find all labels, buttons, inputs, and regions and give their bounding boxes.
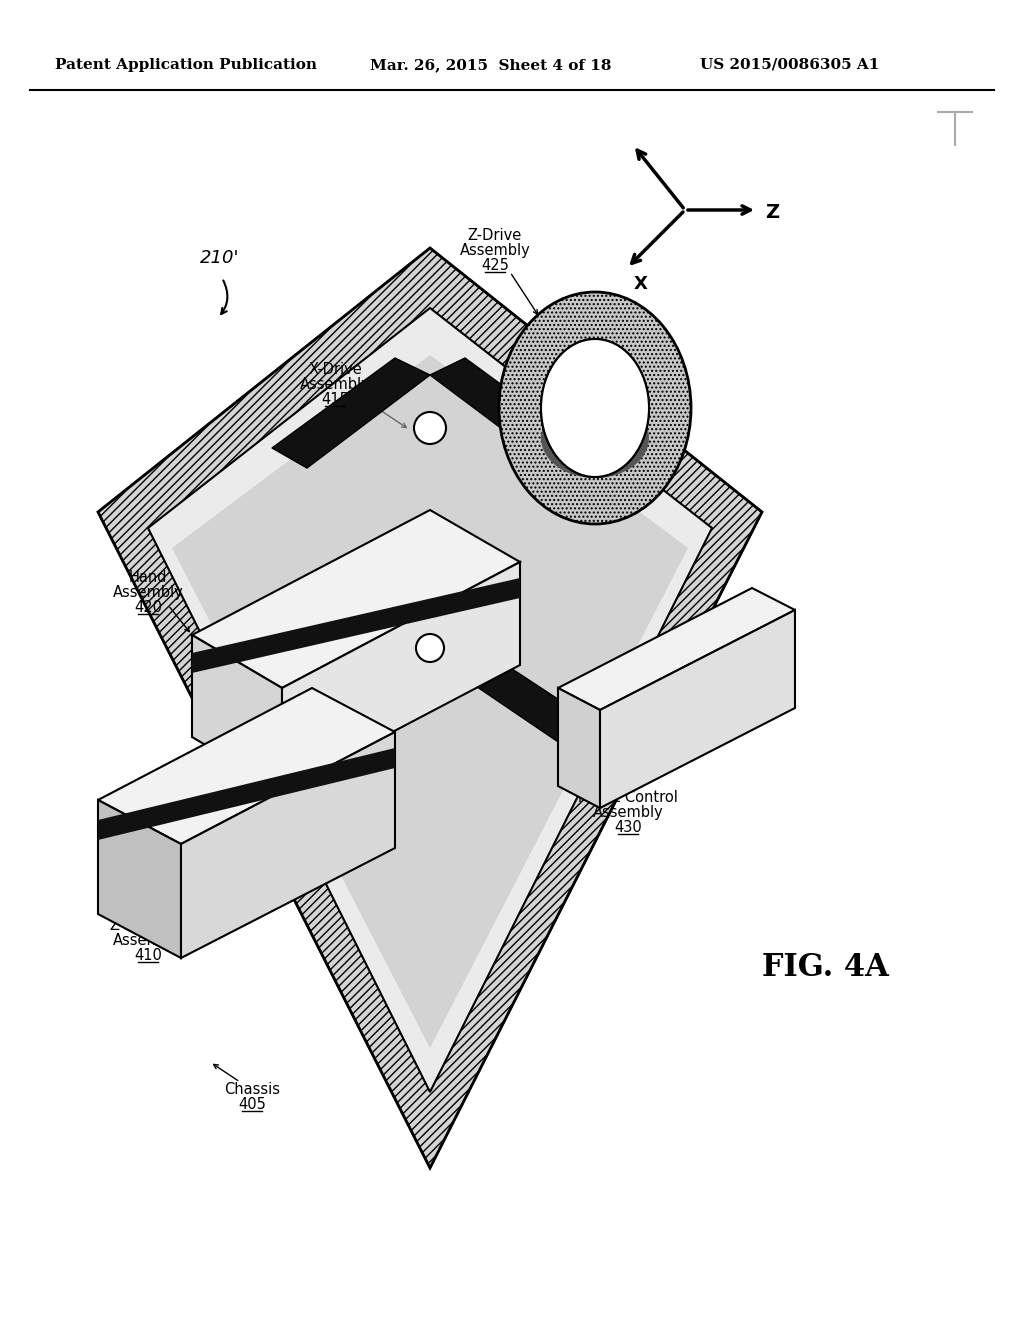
Ellipse shape <box>541 399 649 478</box>
Polygon shape <box>193 578 520 673</box>
Text: X-Drive: X-Drive <box>308 362 361 378</box>
Ellipse shape <box>416 634 444 663</box>
Text: Z-Drive: Z-Drive <box>468 228 522 243</box>
Text: Chassis: Chassis <box>224 1082 280 1097</box>
Text: Robot Control: Robot Control <box>579 789 678 805</box>
Text: Assembly: Assembly <box>113 585 183 601</box>
Ellipse shape <box>499 292 691 524</box>
Ellipse shape <box>414 412 446 444</box>
Polygon shape <box>272 358 430 469</box>
Polygon shape <box>98 748 395 840</box>
Polygon shape <box>558 688 600 808</box>
Text: Hand: Hand <box>129 570 167 585</box>
Text: 410: 410 <box>134 948 162 964</box>
Polygon shape <box>148 308 712 1092</box>
Text: 425: 425 <box>481 257 509 273</box>
Text: 405: 405 <box>238 1097 266 1111</box>
Polygon shape <box>181 733 395 958</box>
Polygon shape <box>98 248 762 1168</box>
Text: 210': 210' <box>200 249 240 267</box>
Ellipse shape <box>541 339 649 477</box>
Text: FIG. 4A: FIG. 4A <box>762 953 889 983</box>
Ellipse shape <box>541 339 649 477</box>
Polygon shape <box>98 800 181 958</box>
Text: Assembly: Assembly <box>300 378 371 392</box>
Text: Patent Application Publication: Patent Application Publication <box>55 58 317 73</box>
Polygon shape <box>98 688 395 843</box>
Polygon shape <box>193 510 520 688</box>
Text: Assembly: Assembly <box>113 933 183 948</box>
Polygon shape <box>558 587 795 710</box>
Text: Assembly: Assembly <box>593 805 664 820</box>
Text: X: X <box>634 275 648 293</box>
Text: Z: Z <box>765 202 779 222</box>
Polygon shape <box>600 610 795 808</box>
Polygon shape <box>282 562 520 789</box>
Text: Assembly: Assembly <box>460 243 530 257</box>
Polygon shape <box>430 638 608 752</box>
Polygon shape <box>430 358 648 512</box>
Text: US 2015/0086305 A1: US 2015/0086305 A1 <box>700 58 880 73</box>
Text: 420: 420 <box>134 601 162 615</box>
Text: 415: 415 <box>322 392 349 407</box>
Polygon shape <box>193 635 282 789</box>
Text: Z-Platform: Z-Platform <box>110 917 186 933</box>
Text: Mar. 26, 2015  Sheet 4 of 18: Mar. 26, 2015 Sheet 4 of 18 <box>370 58 611 73</box>
Text: 430: 430 <box>614 820 642 836</box>
Polygon shape <box>172 355 688 1048</box>
Polygon shape <box>252 638 430 752</box>
